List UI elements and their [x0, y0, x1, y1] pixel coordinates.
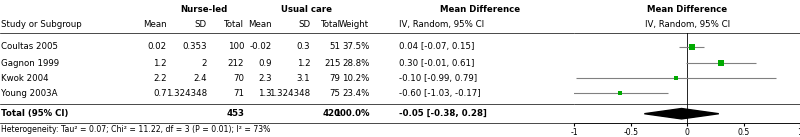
Text: IV, Random, 95% CI: IV, Random, 95% CI: [645, 20, 730, 29]
Text: Mean Difference: Mean Difference: [439, 5, 520, 14]
Text: 0.9: 0.9: [258, 58, 272, 68]
Text: 1.2: 1.2: [297, 58, 310, 68]
Text: 70: 70: [233, 74, 244, 83]
Text: 453: 453: [226, 109, 244, 118]
Text: Heterogeneity: Tau² = 0.07; Chi² = 11.22, df = 3 (P = 0.01); I² = 73%: Heterogeneity: Tau² = 0.07; Chi² = 11.22…: [1, 125, 270, 134]
Text: -0.60 [-1.03, -0.17]: -0.60 [-1.03, -0.17]: [399, 89, 481, 98]
Text: Weight: Weight: [339, 20, 370, 29]
Text: 2.4: 2.4: [193, 74, 206, 83]
Text: Total (95% CI): Total (95% CI): [1, 109, 68, 118]
Text: 420: 420: [322, 109, 341, 118]
Text: 37.5%: 37.5%: [342, 42, 370, 51]
Text: Kwok 2004: Kwok 2004: [1, 74, 48, 83]
Text: Mean: Mean: [248, 20, 272, 29]
Text: 1.324348: 1.324348: [269, 89, 310, 98]
Text: 1.2: 1.2: [153, 58, 166, 68]
Text: Young 2003A: Young 2003A: [1, 89, 57, 98]
Text: Study or Subgroup: Study or Subgroup: [1, 20, 82, 29]
Text: 23.4%: 23.4%: [342, 89, 370, 98]
Polygon shape: [644, 109, 718, 119]
Text: SD: SD: [298, 20, 310, 29]
Text: Coultas 2005: Coultas 2005: [1, 42, 58, 51]
Text: 0.02: 0.02: [147, 42, 166, 51]
Text: 0.7: 0.7: [153, 89, 166, 98]
Text: -0.05 [-0.38, 0.28]: -0.05 [-0.38, 0.28]: [399, 109, 487, 118]
Text: 0.04 [-0.07, 0.15]: 0.04 [-0.07, 0.15]: [399, 42, 474, 51]
Text: 2.3: 2.3: [258, 74, 272, 83]
Text: 3.1: 3.1: [297, 74, 310, 83]
Text: 28.8%: 28.8%: [342, 58, 370, 68]
Text: 71: 71: [233, 89, 244, 98]
Text: 51: 51: [330, 42, 341, 51]
Text: 10.2%: 10.2%: [342, 74, 370, 83]
Text: 212: 212: [228, 58, 244, 68]
Text: 215: 215: [324, 58, 341, 68]
Text: 100: 100: [228, 42, 244, 51]
Text: Mean: Mean: [143, 20, 166, 29]
Text: Total: Total: [321, 20, 341, 29]
Text: Gagnon 1999: Gagnon 1999: [1, 58, 58, 68]
Text: Usual care: Usual care: [281, 5, 332, 14]
Text: 1.3: 1.3: [258, 89, 272, 98]
Text: 79: 79: [330, 74, 341, 83]
Text: 100.0%: 100.0%: [334, 109, 370, 118]
Text: Total: Total: [224, 20, 244, 29]
Text: IV, Random, 95% CI: IV, Random, 95% CI: [399, 20, 484, 29]
Text: Mean Difference: Mean Difference: [647, 5, 727, 14]
Text: 75: 75: [330, 89, 341, 98]
Text: -0.10 [-0.99, 0.79]: -0.10 [-0.99, 0.79]: [399, 74, 478, 83]
Text: 0.3: 0.3: [297, 42, 310, 51]
Text: 0.353: 0.353: [182, 42, 206, 51]
Text: 2: 2: [202, 58, 206, 68]
Text: 1.324348: 1.324348: [166, 89, 206, 98]
Text: Nurse-led: Nurse-led: [180, 5, 227, 14]
Text: 2.2: 2.2: [153, 74, 166, 83]
Text: -0.02: -0.02: [250, 42, 272, 51]
Text: 0.30 [-0.01, 0.61]: 0.30 [-0.01, 0.61]: [399, 58, 474, 68]
Text: SD: SD: [194, 20, 206, 29]
